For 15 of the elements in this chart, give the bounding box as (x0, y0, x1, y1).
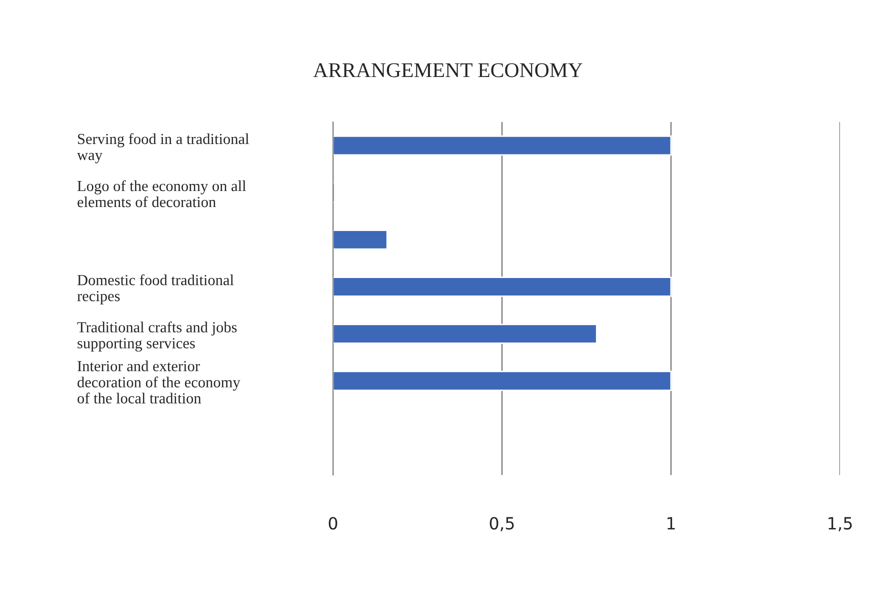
x-tick-label: 1 (668, 517, 675, 530)
x-tick-label: 0 (328, 516, 338, 530)
chart-title: ARRANGEMENT ECONOMY (313, 63, 582, 78)
y-tick-label: Serving food in a traditional way (77, 133, 249, 164)
bar (333, 135, 672, 156)
bar (333, 276, 672, 297)
x-tick-label: 1,5 (828, 517, 852, 532)
bar (333, 324, 598, 344)
y-tick-label: Traditional crafts and jobs supporting services (77, 322, 237, 352)
bar (333, 370, 672, 391)
y-tick-label: Interior and exterior decoration of the economy of the local tradition (78, 360, 240, 404)
bar (333, 230, 388, 250)
x-tick-label: 0,5 (490, 516, 514, 532)
y-tick-label: Logo of the economy on all elements of decoration (77, 180, 246, 208)
y-tick-label: Domestic food traditional recipes (77, 274, 234, 304)
